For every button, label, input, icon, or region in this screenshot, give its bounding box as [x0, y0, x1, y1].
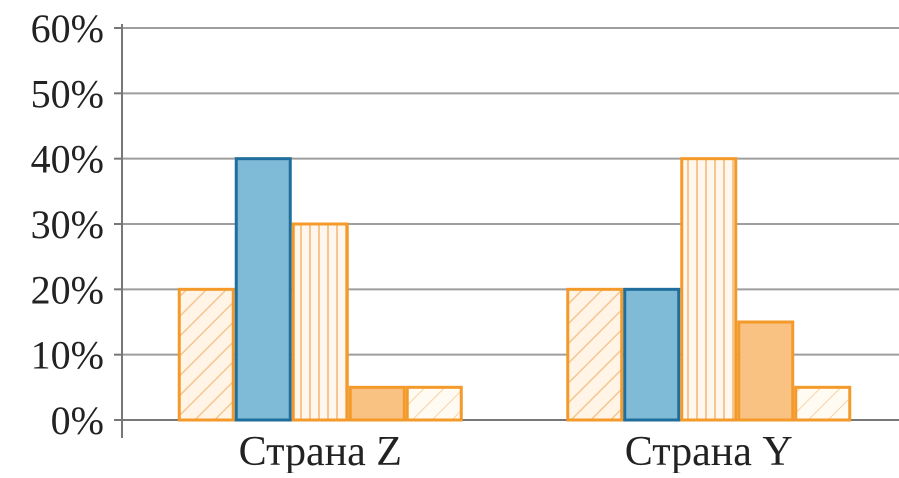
y-tick-label: 50%: [31, 71, 104, 116]
bar: [680, 157, 738, 422]
axis-labels: 0% 10% 20% 30% 40% 50% 60% Страна Z Страна Y: [31, 6, 793, 475]
y-tick-label: 30%: [31, 202, 104, 247]
y-tick-label: 0%: [51, 398, 104, 443]
bar: [794, 385, 852, 422]
bar: [291, 222, 349, 422]
y-tick-label: 40%: [31, 137, 104, 182]
y-tick-label: 10%: [31, 333, 104, 378]
bar: [405, 385, 463, 422]
x-category-label: Страна Y: [625, 429, 793, 473]
bar: [566, 287, 624, 422]
y-tick-label: 20%: [31, 267, 104, 312]
y-tick-label: 60%: [31, 6, 104, 51]
bar: [177, 287, 235, 422]
bar: [623, 287, 681, 422]
x-category-label: Страна Z: [239, 429, 402, 473]
bar: [737, 320, 795, 422]
bars: [177, 157, 852, 422]
bar: [348, 385, 406, 422]
bar: [234, 157, 292, 422]
